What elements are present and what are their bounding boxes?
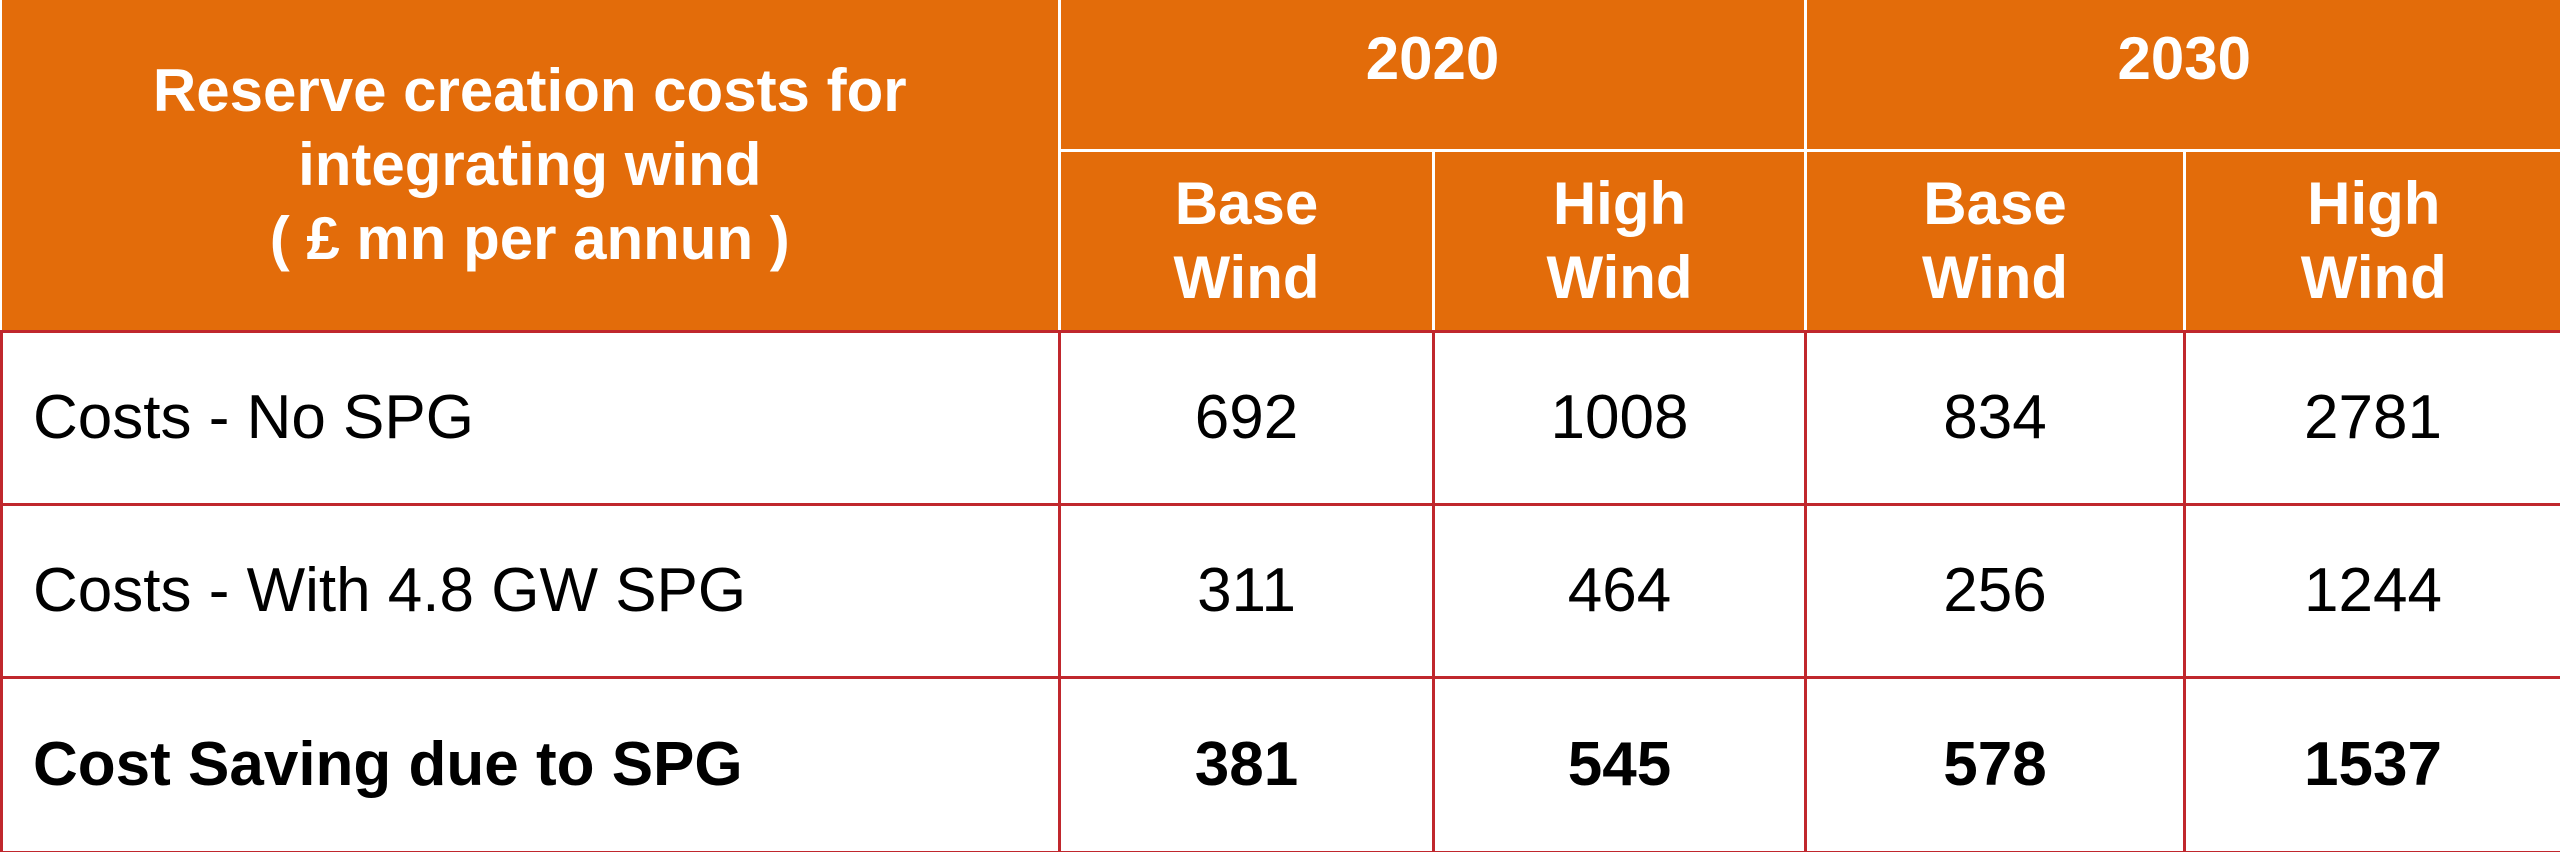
scenario-line: Wind <box>1921 243 2069 311</box>
table-body: Costs - No SPG 692 1008 834 2781 Costs - With… <box>0 329 2560 852</box>
title-cell: Reserve creation costs for integrating w… <box>1 0 1061 333</box>
value-cell: 692 <box>1058 329 1435 506</box>
year-header: 2030 <box>1804 0 2560 152</box>
scenario-header: High Wind <box>1431 148 1808 333</box>
value-cell: 256 <box>1804 502 2187 679</box>
scenario-line: High <box>1552 169 1687 237</box>
scenario-line: Base <box>1174 169 1319 237</box>
header-row: Reserve creation costs for integrating w… <box>1 0 2560 333</box>
value-cell: 464 <box>1431 502 1808 679</box>
row-label: Cost Saving due to SPG <box>0 675 1061 852</box>
value-cell: 1008 <box>1431 329 1808 506</box>
scenario-line: Base <box>1923 169 2067 237</box>
scenario-row: Base Wind High Wind Base Wind High Wind <box>2 148 2560 333</box>
scenario-header: Base Wind <box>1804 148 2187 333</box>
row-label: Costs - No SPG <box>0 329 1061 506</box>
value-cell: 578 <box>1804 675 2187 852</box>
value-cell: 2781 <box>2183 329 2560 506</box>
value-cell: 1537 <box>2183 675 2560 852</box>
value-cell: 545 <box>1431 675 1808 852</box>
value-cell: 311 <box>1058 502 1435 679</box>
scenario-line: Wind <box>1546 243 1693 311</box>
value-cell: 834 <box>1804 329 2187 506</box>
title-line: integrating wind <box>298 130 762 198</box>
scenario-line: Wind <box>1173 243 1320 311</box>
table-row: Costs - No SPG 692 1008 834 2781 <box>0 329 2560 506</box>
scenario-line: Wind <box>2300 243 2447 311</box>
scenario-header: Base Wind <box>1058 148 1435 333</box>
year-header: 2020 <box>1057 0 1808 152</box>
scenario-header: High Wind <box>2183 148 2560 333</box>
table-row: Costs - With 4.8 GW SPG 311 464 256 1244 <box>0 502 2560 679</box>
title-line: ( £ mn per annun ) <box>269 204 790 272</box>
row-label: Costs - With 4.8 GW SPG <box>0 502 1061 679</box>
value-cell: 1244 <box>2183 502 2560 679</box>
scenario-line: High <box>2307 169 2441 237</box>
title-line: Reserve creation costs for <box>152 56 907 124</box>
table-row: Cost Saving due to SPG 381 545 578 1537 <box>0 675 2560 852</box>
value-cell: 381 <box>1058 675 1435 852</box>
